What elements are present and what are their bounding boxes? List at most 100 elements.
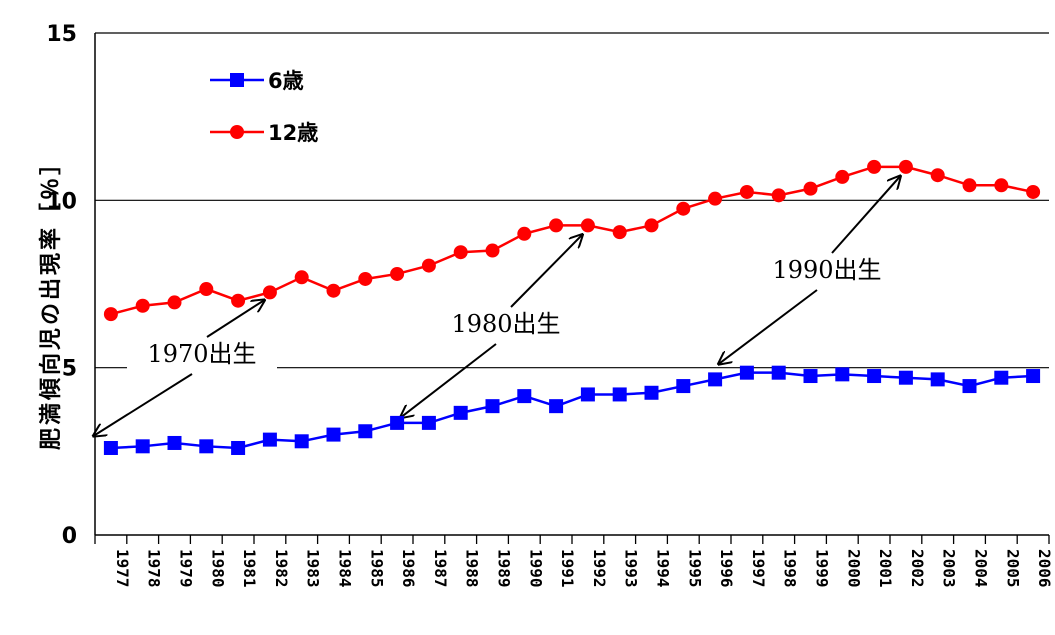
x-tick-label-2003: 2003 bbox=[940, 549, 959, 588]
data-point bbox=[898, 370, 913, 385]
x-tick-label-1995: 1995 bbox=[685, 549, 704, 588]
series-age12 bbox=[103, 159, 1041, 322]
x-tick-label-1986: 1986 bbox=[399, 549, 418, 588]
data-point bbox=[803, 181, 818, 196]
data-point bbox=[580, 387, 595, 402]
data-point bbox=[644, 385, 659, 400]
data-point bbox=[898, 159, 913, 174]
data-point bbox=[485, 399, 500, 414]
x-tick-label-1987: 1987 bbox=[431, 549, 450, 588]
data-point bbox=[1026, 184, 1041, 199]
x-tick-label-1982: 1982 bbox=[272, 549, 291, 588]
y-tick-label-0: 0 bbox=[62, 524, 77, 549]
x-tick-label-1994: 1994 bbox=[654, 549, 673, 588]
x-tick-label-2000: 2000 bbox=[844, 549, 863, 588]
x-tick-label-1998: 1998 bbox=[781, 549, 800, 588]
data-point bbox=[612, 225, 627, 240]
data-point bbox=[676, 379, 691, 394]
data-point bbox=[199, 439, 214, 454]
data-point bbox=[262, 432, 277, 447]
x-tick-label-1978: 1978 bbox=[145, 549, 164, 588]
data-point bbox=[358, 424, 373, 439]
series-age6 bbox=[103, 365, 1041, 455]
x-tick-label-1977: 1977 bbox=[113, 549, 132, 588]
data-point bbox=[167, 295, 182, 310]
annotation-arrow-down bbox=[719, 289, 818, 364]
data-point bbox=[390, 266, 405, 281]
annotation-label-bg bbox=[752, 256, 902, 288]
legend-marker bbox=[230, 125, 244, 139]
legend-label: 6歳 bbox=[268, 69, 304, 93]
data-point bbox=[167, 435, 182, 450]
data-point bbox=[708, 372, 723, 387]
data-point bbox=[1026, 369, 1041, 384]
legend: 6歳 12歳 bbox=[210, 69, 318, 145]
data-point bbox=[421, 415, 436, 430]
data-point bbox=[517, 389, 532, 404]
data-point bbox=[930, 168, 945, 183]
data-point bbox=[294, 270, 309, 285]
data-point bbox=[517, 226, 532, 241]
x-tick-label-1984: 1984 bbox=[336, 549, 355, 588]
annotation-arrow-down bbox=[401, 343, 497, 417]
y-tick-label-15: 15 bbox=[46, 22, 77, 47]
data-point bbox=[135, 439, 150, 454]
data-point bbox=[135, 298, 150, 313]
annotation-arrow-up bbox=[510, 235, 582, 308]
legend-item: 12歳 bbox=[210, 121, 318, 145]
x-tick-label-1981: 1981 bbox=[240, 549, 259, 588]
axes-layer: 0 5 10 15 1977 1978 1979 1980 1981 1982 1983 1984 19… bbox=[46, 22, 1054, 588]
x-tick-label-1992: 1992 bbox=[590, 549, 609, 588]
data-point bbox=[485, 243, 500, 258]
x-tick-label-1983: 1983 bbox=[304, 549, 323, 588]
series-line bbox=[110, 165, 1034, 316]
x-tick-label-1999: 1999 bbox=[813, 549, 832, 588]
x-tick-label-2002: 2002 bbox=[908, 549, 927, 588]
annotation-layer: 1970出生 1980出生 1990出生 bbox=[94, 177, 902, 436]
x-tick-label-1988: 1988 bbox=[463, 549, 482, 588]
annotation-arrow-down bbox=[94, 373, 193, 436]
data-point bbox=[708, 191, 723, 206]
series-line bbox=[110, 371, 1034, 450]
y-tick-label-5: 5 bbox=[62, 357, 77, 382]
data-point bbox=[103, 307, 118, 322]
data-point bbox=[262, 285, 277, 300]
x-tick-label-2005: 2005 bbox=[1003, 549, 1022, 588]
data-point bbox=[803, 369, 818, 384]
data-point bbox=[739, 184, 754, 199]
annotation-arrow-up bbox=[206, 300, 264, 338]
x-tick-label-1993: 1993 bbox=[622, 549, 641, 588]
data-point bbox=[835, 169, 850, 184]
x-tick-label-1996: 1996 bbox=[717, 549, 736, 588]
x-tick-label-1990: 1990 bbox=[526, 549, 545, 588]
data-point bbox=[453, 405, 468, 420]
y-axis-label: 肥満傾向児の出現率［％］ bbox=[38, 150, 64, 450]
y-tick-label-10: 10 bbox=[46, 189, 77, 214]
data-point bbox=[103, 440, 118, 455]
annotation-arrow-up bbox=[831, 177, 900, 254]
data-point bbox=[771, 365, 786, 380]
data-point bbox=[453, 245, 468, 260]
x-tick-label-2006: 2006 bbox=[1035, 549, 1054, 588]
x-tick-label-1991: 1991 bbox=[558, 549, 577, 588]
x-tick-label-2001: 2001 bbox=[876, 549, 895, 588]
x-tick-label-1989: 1989 bbox=[495, 549, 514, 588]
data-point bbox=[867, 159, 882, 174]
x-tick-label-1985: 1985 bbox=[367, 549, 386, 588]
data-point bbox=[231, 440, 246, 455]
x-tick-label-2004: 2004 bbox=[972, 549, 991, 588]
data-point bbox=[421, 258, 436, 273]
data-point bbox=[326, 427, 341, 442]
data-point bbox=[549, 399, 564, 414]
data-point bbox=[962, 178, 977, 193]
x-tick-label-1997: 1997 bbox=[749, 549, 768, 588]
annotation-label-bg bbox=[127, 340, 277, 372]
annotation-label: 1970出生 bbox=[147, 340, 256, 368]
data-point bbox=[390, 415, 405, 430]
data-point bbox=[676, 201, 691, 216]
x-tick-label-1979: 1979 bbox=[177, 549, 196, 588]
annotation-label-bg bbox=[431, 310, 581, 342]
data-point bbox=[326, 283, 341, 298]
legend-marker bbox=[230, 73, 244, 87]
